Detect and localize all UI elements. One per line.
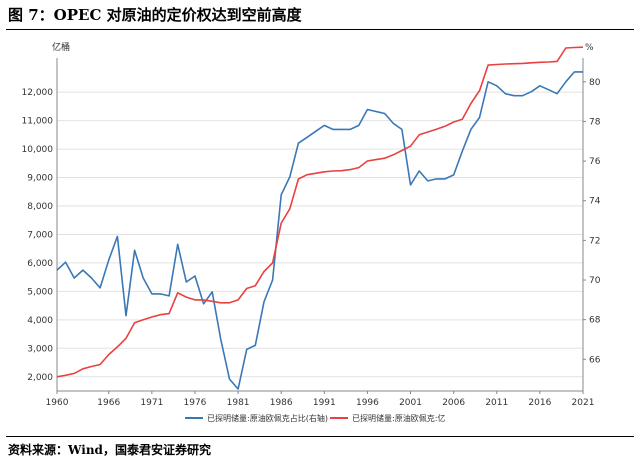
source-note: 资料来源：Wind，国泰君安证券研究 xyxy=(8,443,211,457)
x-tick-label: 2006 xyxy=(442,398,465,408)
x-tick-label: 1971 xyxy=(140,398,163,408)
x-tick-label: 1976 xyxy=(184,398,207,408)
right-tick-label: 80 xyxy=(589,78,601,88)
right-tick-label: 76 xyxy=(589,157,601,167)
right-tick-label: 66 xyxy=(589,355,601,365)
legend-label-1: 已探明储量:原油欧佩克:亿 xyxy=(352,413,445,423)
right-tick-label: 72 xyxy=(589,236,600,246)
left-tick-label: 8,000 xyxy=(27,202,53,212)
left-axis-unit: 亿桶 xyxy=(52,41,70,53)
right-tick-label: 68 xyxy=(589,316,601,326)
left-tick-label: 9,000 xyxy=(27,174,53,184)
series-line-0 xyxy=(56,71,583,390)
left-tick-label: 7,000 xyxy=(27,230,53,240)
left-tick-label: 4,000 xyxy=(27,316,53,326)
left-tick-label: 2,000 xyxy=(27,373,53,383)
left-tick-label: 10,000 xyxy=(22,145,54,155)
legend-label-0: 已探明储量:原油欧佩克占比(右轴) xyxy=(207,413,328,423)
right-tick-label: 70 xyxy=(589,276,601,286)
series-lines xyxy=(56,46,584,390)
bottom-rule xyxy=(6,436,634,437)
left-tick-label: 11,000 xyxy=(22,117,54,127)
right-tick-label: 74 xyxy=(589,197,601,207)
right-tick-label: 78 xyxy=(589,117,601,127)
x-tick-label: 1966 xyxy=(97,398,120,408)
x-tick-label: 2001 xyxy=(399,398,422,408)
left-tick-label: 3,000 xyxy=(27,344,53,354)
x-tick-label: 2016 xyxy=(528,398,551,408)
series-line-1 xyxy=(56,46,584,378)
x-tick-label: 1960 xyxy=(46,398,69,408)
x-tick-label: 1991 xyxy=(313,398,336,408)
x-tick-label: 1996 xyxy=(356,398,379,408)
left-tick-label: 12,000 xyxy=(22,88,54,98)
top-rule xyxy=(6,29,634,30)
x-tick-label: 1981 xyxy=(227,398,250,408)
x-tick-label: 2011 xyxy=(485,398,508,408)
x-tick-label: 1986 xyxy=(270,398,293,408)
x-tick-label: 2021 xyxy=(572,398,595,408)
gridlines xyxy=(57,91,583,378)
left-tick-label: 6,000 xyxy=(27,259,53,269)
right-axis-unit: % xyxy=(585,43,594,53)
axes: 2,000 3,000 4,000 5,000 6,000 7,000 8,000 9,000… xyxy=(22,58,601,408)
figure-title: 图 7：OPEC 对原油的定价权达到空前高度 xyxy=(8,6,302,24)
legend: 已探明储量:原油欧佩克占比(右轴) 已探明储量:原油欧佩克:亿 xyxy=(185,413,445,423)
left-tick-label: 5,000 xyxy=(27,287,53,297)
